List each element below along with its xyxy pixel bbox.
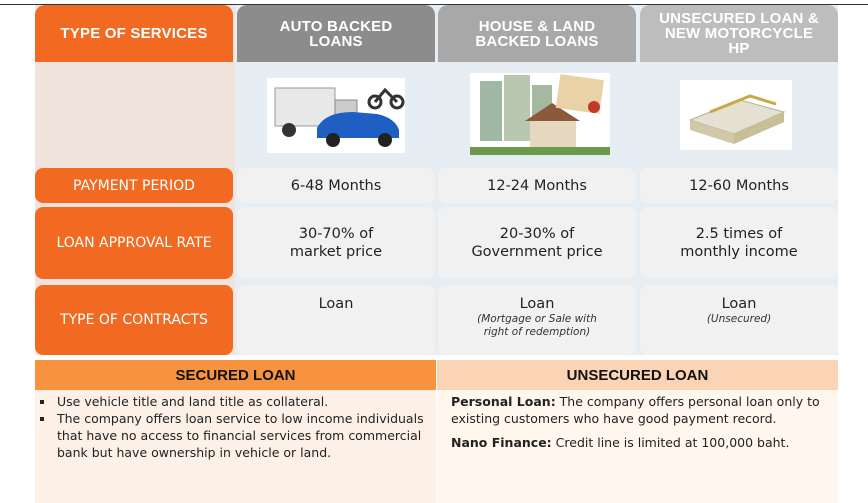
unsecured-item: Personal Loan: The company offers person… (451, 393, 836, 427)
column-header-text: TYPE OF SERVICES (60, 25, 208, 42)
unsecured-title: UNSECURED LOAN (437, 360, 838, 390)
table-cell: Loan (Mortgage or Sale with right of redem… (438, 285, 636, 355)
cell-text: 30-70% of (298, 226, 374, 242)
column-header: AUTO BACKED LOANS (237, 5, 435, 62)
cell-text: Government price (471, 244, 603, 260)
column-header: UNSECURED LOAN & NEW MOTORCYCLE HP (640, 5, 838, 62)
table-cell: 12-24 Months (438, 168, 636, 203)
cell-text: 12-60 Months (689, 177, 789, 194)
secured-title: SECURED LOAN (35, 360, 436, 390)
cell-note: (Unsecured) (706, 313, 772, 325)
table-cell: 30-70% of market price (237, 207, 435, 279)
cell-text: Loan (318, 296, 354, 312)
cell-text: Loan (721, 296, 757, 312)
secured-title-text: SECURED LOAN (175, 366, 296, 384)
column-header: HOUSE & LAND BACKED LOANS (438, 5, 636, 62)
item-text: The company offers personal loan only to… (451, 394, 820, 426)
unsecured-body-bg (437, 390, 838, 503)
table-cell: 2.5 times of monthly income (640, 207, 838, 279)
table-cell: Loan (237, 285, 435, 355)
table-cell: 6-48 Months (237, 168, 435, 203)
row-label-text: TYPE OF CONTRACTS (60, 312, 208, 328)
row-label-text: PAYMENT PERIOD (73, 177, 195, 194)
column-header: TYPE OF SERVICES (35, 5, 233, 62)
bullet-text: The company offers loan service to low i… (55, 410, 430, 461)
cell-text: market price (289, 244, 383, 260)
row-label: TYPE OF CONTRACTS (35, 285, 233, 355)
item-text: Credit line is limited at 100,000 baht. (555, 435, 790, 450)
unsecured-item: Nano Finance: Credit line is limited at … (451, 434, 836, 451)
secured-body-bg (35, 390, 436, 503)
column-header-text: UNSECURED LOAN & NEW MOTORCYCLE HP (659, 10, 819, 57)
table-cell: 12-60 Months (640, 168, 838, 203)
row-label-text: LOAN APPROVAL RATE (56, 235, 212, 251)
cell-note: right of redemption) (483, 326, 591, 338)
column-header-text: HOUSE & LAND BACKED LOANS (475, 17, 599, 50)
unsecured-body: Personal Loan: The company offers person… (451, 393, 836, 458)
top-rule (0, 4, 868, 5)
unsecured-title-text: UNSECURED LOAN (566, 366, 709, 384)
vehicles-image (267, 78, 405, 153)
column-header-text: AUTO BACKED LOANS (279, 17, 393, 50)
cell-text: monthly income (680, 244, 798, 260)
item-term: Personal Loan: (451, 394, 556, 409)
table-cell: Loan (Unsecured) (640, 285, 838, 355)
cell-text: 6-48 Months (290, 177, 382, 194)
item-term: Nano Finance: (451, 435, 552, 450)
cell-text: 12-24 Months (487, 177, 587, 194)
cell-text: 2.5 times of (695, 226, 783, 242)
table-cell: 20-30% of Government price (438, 207, 636, 279)
bullet-text: Use vehicle title and land title as coll… (55, 393, 430, 410)
cell-text: 20-30% of (499, 226, 575, 242)
cell-text: Loan (519, 296, 555, 312)
money-image (680, 80, 792, 150)
row-label: PAYMENT PERIOD (35, 168, 233, 203)
row-label: LOAN APPROVAL RATE (35, 207, 233, 279)
cell-note: (Mortgage or Sale with (477, 313, 597, 325)
house-image (470, 73, 610, 155)
secured-bullets: Use vehicle title and land title as coll… (35, 393, 430, 461)
